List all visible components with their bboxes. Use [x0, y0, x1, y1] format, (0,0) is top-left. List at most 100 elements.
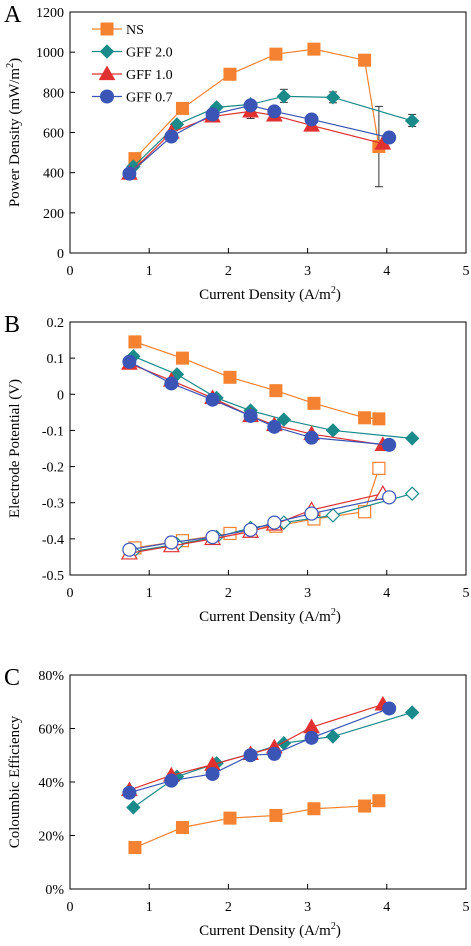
- data-point-ns: [128, 335, 142, 349]
- data-point-gff-0-7: [304, 430, 319, 445]
- data-point-ns: [358, 53, 372, 67]
- data-point-gff-0-7: [382, 701, 397, 716]
- x-tick-label: 0: [67, 900, 74, 915]
- data-point-gff-0-7: [205, 392, 220, 407]
- data-point-gff-2-0-open: [404, 486, 420, 502]
- data-point-gff-2-0: [404, 113, 420, 129]
- x-tick-label: 3: [304, 264, 311, 279]
- data-point-gff-0-7-open: [164, 535, 179, 550]
- y-tick-label: 0: [57, 388, 64, 403]
- x-tick-label: 3: [304, 586, 311, 601]
- y-tick-label: 0%: [45, 883, 64, 898]
- panel-letter: A: [4, 2, 22, 28]
- data-point-ns-open: [372, 461, 386, 475]
- y-tick-label: 60%: [38, 723, 64, 738]
- data-point-gff-0-7-open: [382, 490, 397, 505]
- data-point-gff-2-0: [276, 412, 292, 427]
- data-point-ns: [175, 820, 189, 834]
- data-point-gff-0-7: [243, 98, 258, 113]
- legend-label: GFF 2.0: [126, 46, 173, 61]
- data-point-ns: [128, 841, 142, 855]
- data-point-gff-0-7-open: [304, 506, 319, 521]
- data-point-gff-2-0: [325, 90, 341, 105]
- x-axis-label: Current Density (A/m2): [199, 921, 341, 939]
- data-point-ns-open: [358, 505, 372, 519]
- x-tick-label: 5: [463, 586, 470, 601]
- x-tick-label: 2: [225, 586, 232, 601]
- panel-letter: C: [4, 665, 20, 691]
- data-point-gff-0-7: [304, 112, 319, 127]
- data-point-gff-0-7: [164, 129, 179, 144]
- data-point-gff-0-7-open: [122, 542, 137, 557]
- x-tick-label: 3: [304, 900, 311, 915]
- chart-panel-a: A 0 200 400 600 800 1000 1200 0 1 2 3 4 5 Current Dens…: [4, 2, 470, 303]
- x-axis-label-text: Current Density (A/m: [199, 923, 331, 939]
- data-point-ns: [269, 808, 283, 822]
- x-tick-label: 1: [146, 900, 153, 915]
- legend-marker: [100, 89, 114, 104]
- x-tick-label: 0: [67, 586, 74, 601]
- data-point-gff-0-7: [243, 408, 258, 423]
- y-tick-label: 200: [43, 207, 64, 222]
- y-tick-label: 0: [57, 247, 64, 262]
- data-point-ns: [223, 370, 237, 384]
- x-tick-label: 1: [146, 586, 153, 601]
- data-point-gff-0-7: [382, 437, 397, 452]
- data-point-gff-0-7: [267, 419, 282, 434]
- data-point-ns: [269, 47, 283, 61]
- data-point-gff-2-0: [325, 729, 341, 744]
- x-tick-label: 4: [383, 900, 390, 915]
- data-point-ns: [269, 384, 283, 398]
- data-point-gff-2-0-open: [325, 508, 341, 523]
- y-axis-label: Power Density (mW/m2): [5, 58, 23, 207]
- data-point-gff-0-7-open: [243, 522, 258, 537]
- data-point-gff-0-7: [122, 354, 137, 369]
- data-point-ns: [358, 799, 372, 813]
- y-tick-label: 1000: [36, 46, 64, 61]
- data-point-gff-0-7-open: [267, 515, 282, 530]
- data-point-gff-0-7: [243, 748, 258, 763]
- y-tick-label: 80%: [38, 669, 64, 684]
- y-tick-label: 800: [43, 86, 64, 101]
- y-tick-label: -0.2: [42, 461, 64, 476]
- x-tick-label: 1: [146, 264, 153, 279]
- y-tick-label: 20%: [38, 830, 64, 845]
- data-point-ns: [307, 396, 321, 410]
- y-tick-label: 40%: [38, 776, 64, 791]
- data-point-ns: [372, 794, 386, 808]
- y-tick-label: -0.1: [42, 424, 64, 439]
- data-point-ns: [372, 412, 386, 426]
- x-axis-label-sup: 2: [331, 285, 336, 296]
- series-line-ns: [134, 800, 380, 849]
- x-axis-label: Current Density (A/m2): [199, 607, 341, 625]
- data-point-ns: [358, 411, 372, 425]
- series-line-gff-1-0: [128, 110, 383, 175]
- x-axis-label-sup: 2: [331, 921, 336, 932]
- legend-marker: [98, 65, 116, 81]
- data-point-gff-1-0: [303, 718, 320, 734]
- data-point-ns: [175, 351, 189, 365]
- x-tick-label: 5: [463, 900, 470, 915]
- data-point-gff-0-7: [382, 130, 397, 145]
- y-tick-label: 1200: [36, 6, 64, 21]
- data-point-ns: [307, 42, 321, 56]
- x-tick-label: 4: [383, 264, 390, 279]
- data-point-ns: [223, 67, 237, 81]
- data-point-gff-0-7: [205, 766, 220, 781]
- x-axis-label-tail: ): [336, 287, 341, 303]
- data-point-gff-2-0: [404, 431, 420, 446]
- y-axis-label-text: Electrode Potential (V): [7, 379, 23, 518]
- data-point-ns: [223, 811, 237, 825]
- x-tick-label: 0: [67, 264, 74, 279]
- y-tick-label: 0.2: [47, 316, 65, 331]
- x-axis-label: Current Density (A/m2): [199, 285, 341, 303]
- y-tick-label: -0.5: [42, 569, 64, 584]
- x-axis-label-tail: ): [336, 609, 341, 625]
- data-point-ns: [175, 101, 189, 115]
- y-axis-label-tail: ): [7, 58, 23, 63]
- x-tick-label: 2: [225, 264, 232, 279]
- plot-frame: [69, 321, 467, 576]
- data-point-gff-2-0: [276, 89, 292, 104]
- data-point-gff-0-7: [164, 773, 179, 788]
